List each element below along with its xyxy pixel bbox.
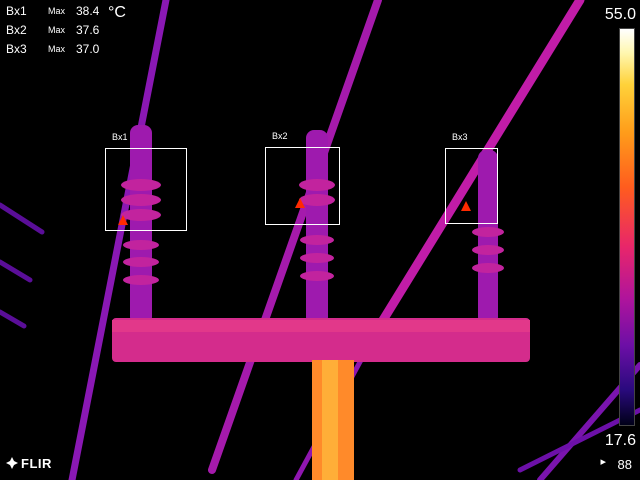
measurement-box-1[interactable] bbox=[105, 148, 187, 231]
measurement-kind: Max bbox=[48, 44, 66, 54]
brand-logo: FLIR bbox=[6, 456, 52, 471]
measurement-name: Bx3 bbox=[6, 42, 27, 56]
measurement-value: 38.4 bbox=[76, 4, 100, 18]
measurement-name: Bx2 bbox=[6, 23, 27, 37]
insulator-3 bbox=[478, 150, 498, 325]
hotspot-marker-icon bbox=[295, 198, 305, 208]
measurement-value: 37.6 bbox=[76, 23, 100, 37]
conductor-line bbox=[208, 0, 382, 474]
measurement-box-2[interactable] bbox=[265, 147, 340, 225]
flir-logo-icon bbox=[6, 457, 18, 469]
conductor-line bbox=[0, 259, 33, 283]
conductor-line bbox=[0, 309, 27, 329]
battery-icon: ▸ bbox=[600, 456, 606, 468]
scale-max-label: 55.0 bbox=[604, 6, 636, 23]
hotspot-marker-icon bbox=[118, 215, 128, 225]
measurement-box-3[interactable] bbox=[445, 148, 498, 224]
insulator-1 bbox=[130, 125, 152, 325]
box-label: Bx1 bbox=[112, 132, 128, 142]
brand-name: FLIR bbox=[21, 456, 52, 471]
scale-min-label: 17.6 bbox=[604, 432, 636, 449]
temperature-scale-bar bbox=[619, 28, 635, 426]
hotspot-marker-icon bbox=[461, 201, 471, 211]
measurement-name: Bx1 bbox=[6, 4, 27, 18]
conductor-line bbox=[68, 0, 170, 480]
box-label: Bx2 bbox=[272, 131, 288, 141]
measurement-value: 37.0 bbox=[76, 42, 100, 56]
status-readout: 88 bbox=[617, 457, 632, 472]
box-label: Bx3 bbox=[452, 132, 468, 142]
conductor-line bbox=[0, 202, 45, 235]
temperature-unit: °C bbox=[108, 4, 126, 21]
measurement-kind: Max bbox=[48, 25, 66, 35]
measurement-kind: Max bbox=[48, 6, 66, 16]
